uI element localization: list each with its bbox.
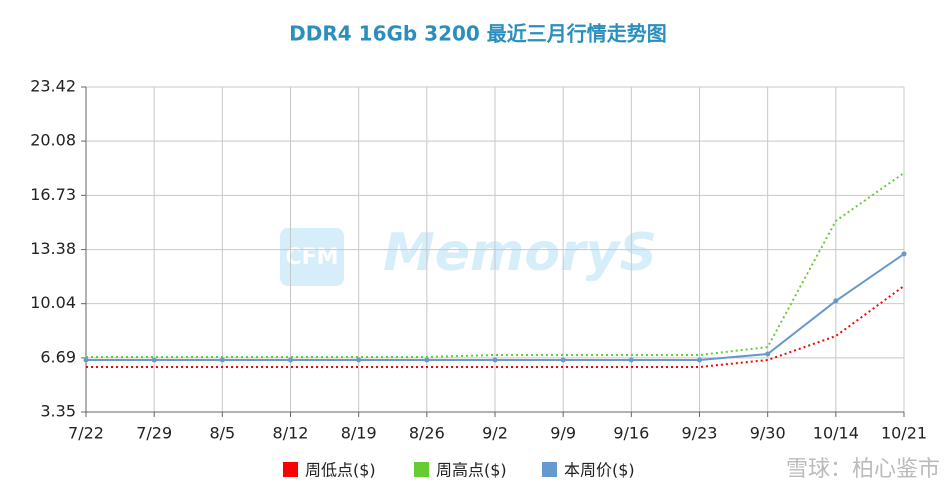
x-tick-label: 8/26 (409, 424, 445, 443)
point (219, 357, 225, 363)
point (697, 357, 702, 363)
legend-label: 周高点($) (436, 461, 507, 480)
point (833, 298, 839, 304)
watermark-logo (280, 228, 344, 286)
y-tick-label: 6.69 (40, 347, 76, 366)
x-tick-label: 7/22 (68, 424, 104, 443)
y-tick-label: 20.08 (30, 131, 76, 150)
x-tick-label: 9/23 (682, 424, 718, 443)
legend-swatch (414, 462, 429, 477)
point (492, 357, 498, 363)
y-tick-label: 10.04 (30, 293, 76, 312)
watermark: CFM (285, 245, 338, 270)
watermark: MemoryS (383, 223, 657, 283)
point (424, 357, 430, 363)
x-tick-label: 9/9 (550, 424, 576, 443)
point (151, 357, 157, 363)
chart-title: DDR4 16Gb 3200 最近三月行情走势图 (289, 22, 667, 46)
x-tick-label: 9/30 (750, 424, 786, 443)
point (765, 351, 771, 357)
x-tick-label: 8/5 (209, 424, 235, 443)
point (901, 251, 907, 257)
y-tick-label: 13.38 (30, 239, 76, 258)
x-tick-label: 8/19 (341, 424, 377, 443)
legend-swatch (542, 462, 557, 477)
y-tick-label: 3.35 (40, 402, 76, 421)
point (560, 357, 566, 363)
point (83, 357, 89, 363)
x-tick-label: 9/16 (613, 424, 649, 443)
watermark: 雪球：柏心鉴市 (786, 457, 940, 482)
point (288, 357, 293, 363)
point (356, 357, 362, 363)
x-tick-label: 8/12 (273, 424, 309, 443)
x-tick-label: 10/14 (813, 424, 859, 443)
point (628, 357, 634, 363)
legend-label: 本周价($) (564, 461, 635, 480)
x-tick-label: 9/2 (482, 424, 508, 443)
y-tick-label: 16.73 (30, 185, 76, 204)
x-tick-label: 7/29 (136, 424, 172, 443)
legend-swatch (283, 462, 298, 477)
series-line (86, 172, 905, 358)
series-line (86, 285, 905, 368)
x-tick-label: 10/21 (881, 424, 927, 443)
legend-label: 周低点($) (305, 461, 376, 480)
y-tick-label: 23.42 (30, 77, 76, 96)
